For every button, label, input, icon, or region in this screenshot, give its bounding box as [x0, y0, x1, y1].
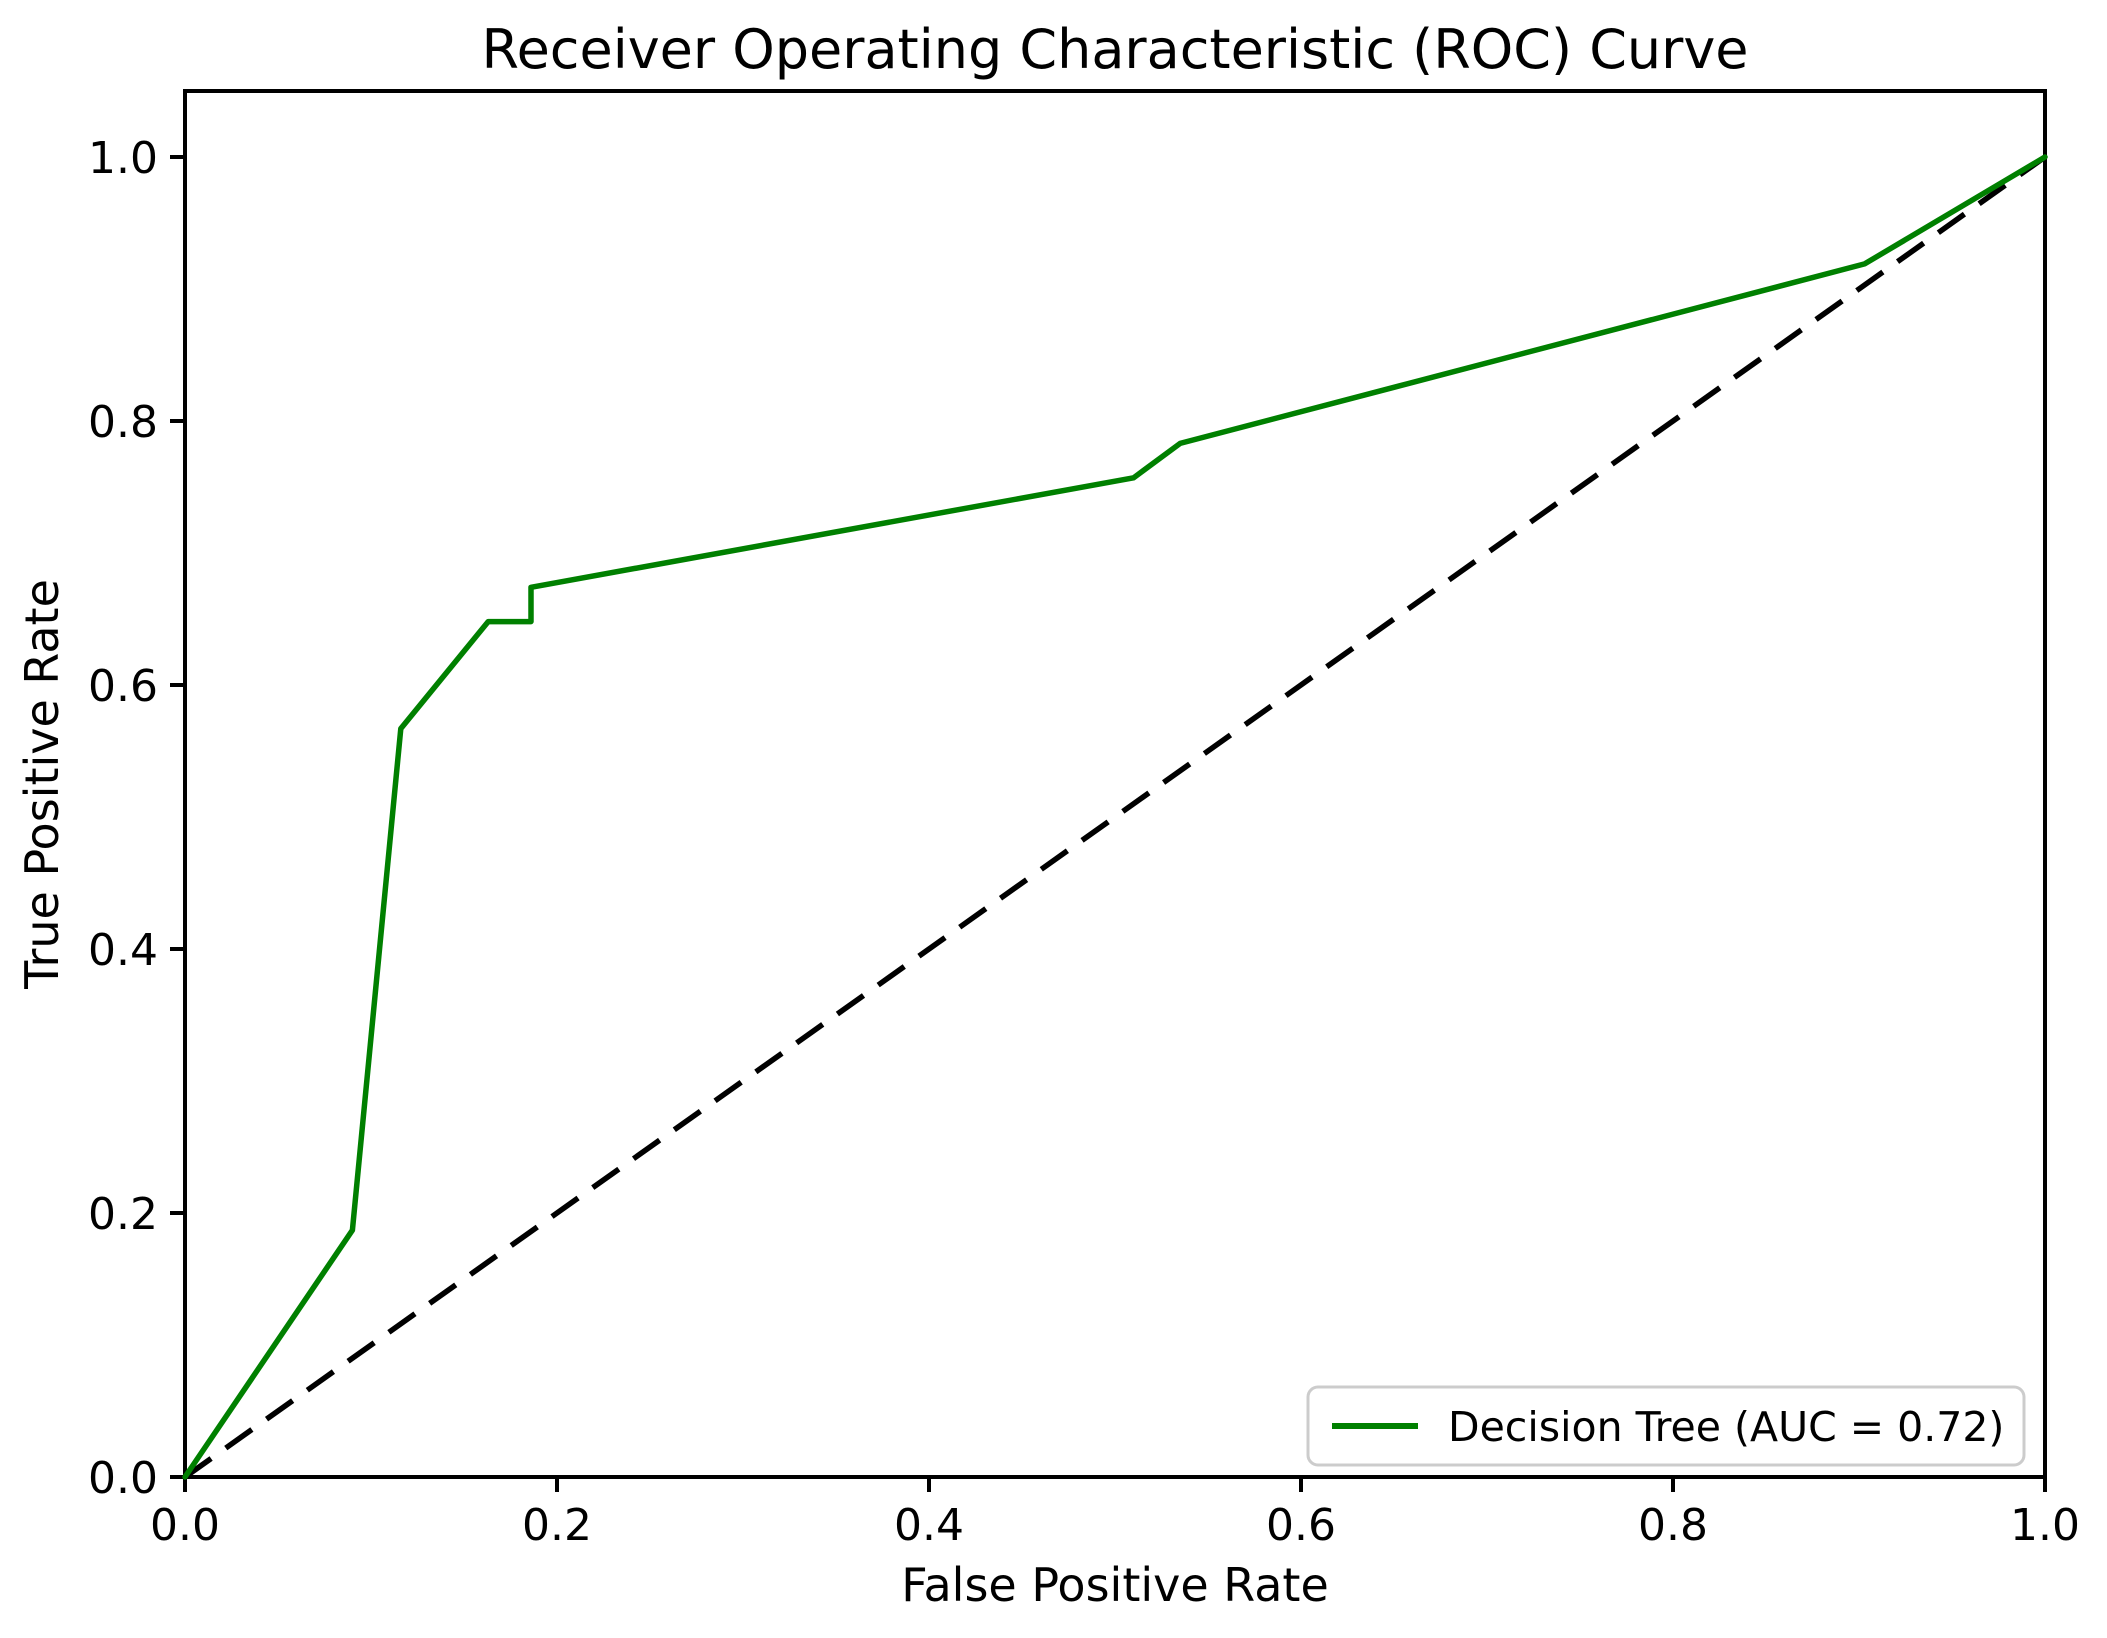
y-axis-ticks: 0.0 0.2 0.4 0.6 0.8 1.0: [88, 133, 185, 1504]
x-tick-label: 0.4: [894, 1500, 964, 1551]
chance-diagonal-line: [183, 154, 2047, 1480]
y-axis-label: True Positive Rate: [15, 579, 69, 990]
y-tick-label: 0.6: [88, 661, 158, 712]
plot-area-border: [183, 89, 2047, 1479]
x-tick-label: 0.2: [522, 1500, 592, 1551]
x-axis-label: False Positive Rate: [901, 1558, 1329, 1612]
y-tick-label: 1.0: [88, 133, 158, 184]
y-tick-label: 0.0: [88, 1453, 158, 1504]
y-tick-label: 0.2: [88, 1189, 158, 1240]
x-tick-label: 0.0: [150, 1500, 220, 1551]
x-tick-label: 0.8: [1638, 1500, 1708, 1551]
legend-box: [1306, 1385, 2026, 1467]
x-axis-ticks: 0.0 0.2 0.4 0.6 0.8 1.0: [150, 1477, 2080, 1551]
y-tick-label: 0.4: [88, 925, 158, 976]
x-tick-label: 1.0: [2010, 1500, 2080, 1551]
chart-title: Receiver Operating Characteristic (ROC) …: [481, 18, 1748, 81]
y-tick-label: 0.8: [88, 397, 158, 448]
roc-curve-line: [182, 154, 2048, 1480]
x-tick-label: 0.6: [1266, 1500, 1336, 1551]
legend-label: Decision Tree (AUC = 0.72): [1448, 1403, 2004, 1451]
legend: Decision Tree (AUC = 0.72): [1306, 1385, 2026, 1467]
